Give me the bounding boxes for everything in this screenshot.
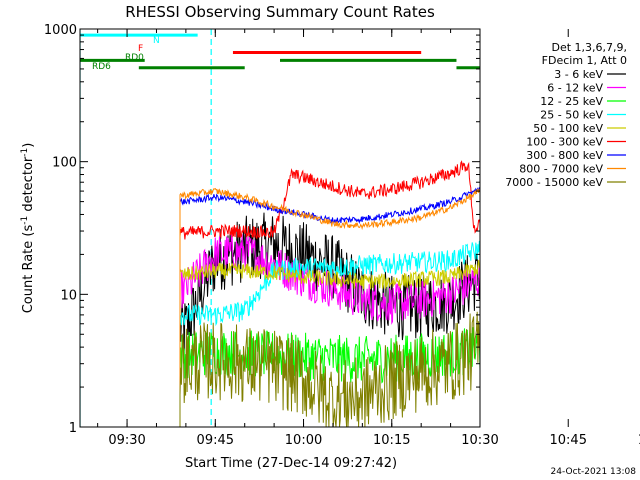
time-markers xyxy=(80,29,212,427)
legend-label: 50 - 100 keV xyxy=(533,122,603,135)
x-tick-label: 09:30 xyxy=(108,433,145,448)
series-line xyxy=(179,260,480,427)
x-axis-label: Start Time (27-Dec-14 09:27:42) xyxy=(185,456,397,471)
y-axis-label-sup2: -1 xyxy=(20,148,30,157)
legend-label: 100 - 300 keV xyxy=(526,136,603,149)
y-axis: 1 10 100 1000 xyxy=(44,23,480,436)
x-tick-label: 10:45 xyxy=(550,433,587,448)
y-axis-label-part3: ) xyxy=(21,143,36,148)
series-line xyxy=(179,187,480,427)
x-tick-label: 10:00 xyxy=(285,433,322,448)
y-axis-label-part1: Count Rate (s xyxy=(21,225,36,314)
y-tick-label: 1000 xyxy=(44,23,77,38)
legend-label: 25 - 50 keV xyxy=(540,109,603,122)
series-line xyxy=(179,311,480,427)
flag-label-n: N xyxy=(153,36,160,46)
legend-label: 12 - 25 keV xyxy=(540,95,603,108)
y-axis-label: Count Rate (s-1 detector-1) xyxy=(20,143,36,314)
flag-label-rd6: RD6 xyxy=(92,62,111,72)
legend-label: 3 - 6 keV xyxy=(554,68,603,81)
flag-label-rd0: RD0 xyxy=(125,53,144,63)
series-group xyxy=(179,160,480,427)
legend-label: 7000 - 15000 keV xyxy=(505,176,603,189)
legend-header-line2: FDecim 1, Att 0 xyxy=(542,54,627,67)
flag-bars xyxy=(80,33,480,70)
y-tick-label: 1 xyxy=(69,421,77,436)
plot-frame xyxy=(79,28,481,428)
legend-header-line1: Det 1,3,6,7,9, xyxy=(551,41,627,54)
series-line xyxy=(179,240,480,427)
series-line xyxy=(179,233,480,427)
legend-label: 800 - 7000 keV xyxy=(519,163,603,176)
series-line xyxy=(179,327,480,427)
legend: Det 1,3,6,7,9, FDecim 1, Att 0 3 - 6 keV… xyxy=(505,41,627,189)
y-axis-label-sup1: -1 xyxy=(20,216,30,225)
series-line xyxy=(179,186,480,427)
legend-label: 300 - 800 keV xyxy=(526,149,603,162)
chart-title: RHESSI Observing Summary Count Rates xyxy=(125,3,435,21)
x-tick-label: 10:15 xyxy=(373,433,410,448)
x-tick-label: 10:30 xyxy=(461,433,498,448)
x-tick-label: 09:45 xyxy=(197,433,234,448)
flag-label-f: F xyxy=(138,44,143,54)
x-axis: 09:30 09:45 10:00 10:15 10:30 10:45 11:00 xyxy=(97,29,640,448)
y-tick-label: 100 xyxy=(52,156,77,171)
y-tick-label: 10 xyxy=(60,288,77,303)
series-line xyxy=(179,160,480,427)
footer-timestamp: 24-Oct-2021 13:08 xyxy=(551,467,637,477)
y-axis-label-part2: detector xyxy=(21,156,36,216)
x-tick-label: 11:00 xyxy=(638,433,640,448)
legend-label: 6 - 12 keV xyxy=(547,82,603,95)
plot-area xyxy=(80,29,480,427)
